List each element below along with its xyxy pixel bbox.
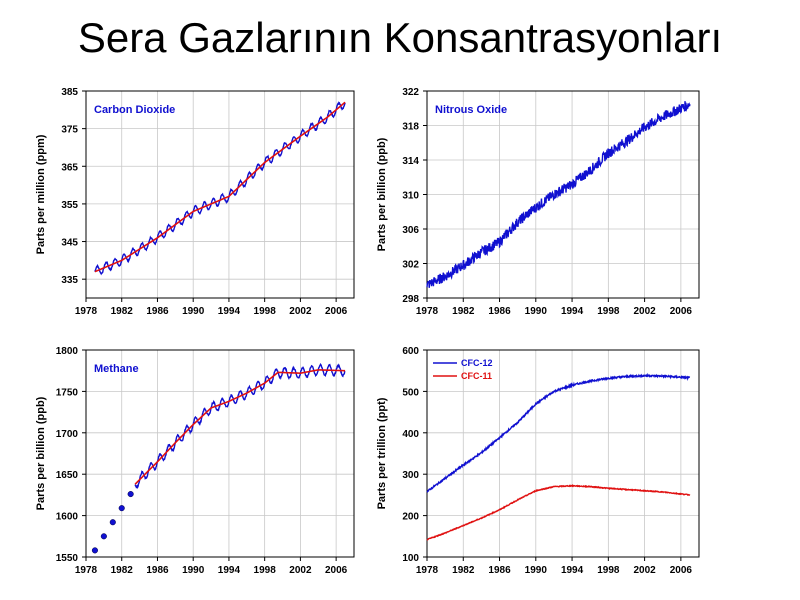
x-tick-label: 1978 [75, 565, 98, 576]
x-tick-label: 1990 [525, 306, 548, 317]
x-tick-label: 2002 [633, 565, 656, 576]
y-axis-label: Parts per trillion (ppt) [376, 397, 388, 509]
y-tick-label: 1800 [56, 346, 79, 357]
x-tick-label: 1994 [561, 306, 584, 317]
y-tick-label: 302 [402, 260, 419, 271]
x-tick-label: 1978 [416, 565, 439, 576]
chart-title: Methane [94, 363, 139, 375]
x-tick-label: 1986 [146, 565, 169, 576]
x-tick-label: 1986 [146, 306, 169, 317]
chart-title: Carbon Dioxide [94, 104, 175, 116]
x-tick-label: 2006 [670, 306, 693, 317]
series-line-1 [94, 101, 346, 273]
x-tick-label: 1990 [525, 565, 548, 576]
x-tick-label: 2006 [325, 306, 348, 317]
y-tick-label: 298 [402, 294, 419, 305]
y-tick-label: 355 [61, 200, 78, 211]
y-tick-label: 335 [61, 275, 78, 286]
x-tick-label: 2002 [289, 306, 312, 317]
y-axis-label: Parts per million (ppm) [35, 134, 47, 254]
y-tick-label: 375 [61, 125, 78, 136]
y-tick-label: 314 [402, 156, 419, 167]
y-tick-label: 345 [61, 238, 78, 249]
y-axis-label: Parts per billion (ppb) [376, 137, 388, 251]
data-point [127, 491, 134, 498]
y-tick-label: 300 [402, 470, 419, 481]
data-point [118, 505, 125, 512]
x-tick-label: 1998 [597, 565, 620, 576]
y-tick-label: 318 [402, 122, 419, 133]
data-point [109, 519, 116, 526]
plot-frame [426, 349, 700, 558]
x-tick-label: 2002 [633, 306, 656, 317]
y-tick-label: 1650 [56, 470, 79, 481]
x-tick-label: 1982 [111, 306, 134, 317]
chart-co2: 1978 1982 1986 1990 1994 1998 2002 2006 335 345 35… [35, 87, 355, 317]
x-tick-label: 1990 [182, 306, 205, 317]
data-point [100, 533, 107, 540]
plot-frame [85, 90, 355, 299]
y-tick-label: 385 [61, 87, 78, 98]
chart-n2o: 1978 1982 1986 1990 1994 1998 2002 2006 298 302 30… [376, 87, 700, 317]
y-tick-label: 200 [402, 512, 419, 523]
data-point [91, 547, 98, 554]
legend-label: CFC-12 [461, 358, 493, 368]
plot-frame [85, 349, 355, 558]
y-tick-label: 100 [402, 553, 419, 564]
y-tick-label: 1600 [56, 512, 79, 523]
x-tick-label: 1994 [218, 565, 241, 576]
y-tick-label: 1750 [56, 387, 79, 398]
y-tick-label: 1700 [56, 429, 79, 440]
x-tick-label: 2006 [325, 565, 348, 576]
legend-label: CFC-11 [461, 371, 492, 381]
y-tick-label: 1550 [56, 553, 79, 564]
slide-title: Sera Gazlarının Konsantrasyonları [77, 14, 723, 61]
y-axis-label: Parts per billion (ppb) [35, 396, 47, 510]
chart-ch4: 1978 1982 1986 1990 1994 1998 2002 2006 1550 1600… [35, 346, 355, 576]
x-tick-label: 1986 [488, 306, 511, 317]
y-tick-label: 306 [402, 225, 419, 236]
series-line-1 [134, 369, 346, 485]
y-tick-label: 600 [402, 346, 419, 357]
x-tick-label: 1994 [561, 565, 584, 576]
series-line-0 [134, 362, 346, 490]
y-tick-label: 322 [402, 87, 419, 98]
y-tick-label: 365 [61, 162, 78, 173]
y-tick-label: 500 [402, 387, 419, 398]
y-tick-label: 400 [402, 429, 419, 440]
x-tick-label: 1998 [254, 306, 277, 317]
x-tick-label: 2006 [670, 565, 693, 576]
chart-title: Nitrous Oxide [435, 104, 507, 116]
x-tick-label: 2002 [289, 565, 312, 576]
x-tick-label: 1978 [416, 306, 439, 317]
x-tick-label: 1998 [597, 306, 620, 317]
x-tick-label: 1982 [452, 306, 475, 317]
y-tick-label: 310 [402, 191, 419, 202]
x-tick-label: 1994 [218, 306, 241, 317]
series-line-1 [426, 483, 691, 541]
x-tick-label: 1990 [182, 565, 205, 576]
x-tick-label: 1978 [75, 306, 98, 317]
x-tick-label: 1998 [254, 565, 277, 576]
x-tick-label: 1982 [452, 565, 475, 576]
chart-cfc: 1978 1982 1986 1990 1994 1998 2002 2006 100 200 30… [376, 346, 700, 576]
x-tick-label: 1986 [488, 565, 511, 576]
x-tick-label: 1982 [111, 565, 134, 576]
series-line-0 [426, 372, 691, 493]
series-line-0 [426, 101, 691, 288]
